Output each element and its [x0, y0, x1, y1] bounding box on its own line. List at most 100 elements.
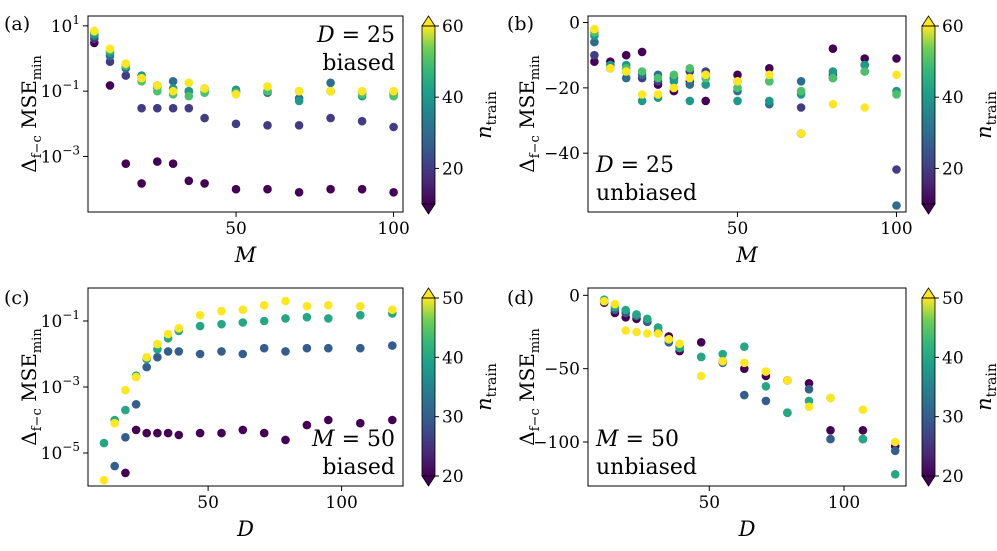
colorbar-tick-label: 30: [442, 408, 464, 428]
colorbar-tick-label: 50: [942, 289, 964, 309]
x-axis-label: D: [738, 517, 756, 541]
axes-frame: [587, 15, 907, 213]
data-point: [590, 24, 599, 34]
data-point: [590, 37, 599, 47]
data-point: [761, 382, 771, 391]
data-point: [740, 364, 749, 374]
data-point: [892, 165, 901, 174]
data-point: [105, 81, 115, 90]
data-point: [200, 84, 209, 93]
colorbar-bottom-arrow: [921, 203, 936, 215]
data-point: [324, 314, 333, 323]
y-tick-label: 0: [569, 14, 580, 34]
colorbar-top-arrow: [921, 287, 936, 299]
x-tick-label: 100: [377, 219, 409, 239]
data-point: [357, 116, 367, 126]
annotation: D = 25 unbiased: [595, 153, 697, 206]
data-point: [610, 299, 620, 309]
x-tick-label: 100: [828, 493, 860, 513]
x-axis-label: M: [735, 243, 758, 267]
y-tick-label: 10−1: [41, 308, 80, 332]
data-point: [137, 179, 146, 188]
x-axis-label: D: [236, 517, 254, 541]
data-point: [259, 301, 269, 310]
data-point: [637, 90, 647, 99]
data-point: [828, 67, 838, 76]
data-point: [294, 188, 304, 197]
data-point: [153, 157, 162, 166]
y-axis-label: Δf−c MSEmin: [17, 55, 45, 173]
y-tick-label: 10−3: [41, 144, 80, 168]
data-point: [259, 343, 269, 353]
colorbar-tick-label: 40: [942, 88, 964, 108]
data-point: [858, 405, 868, 415]
data-point: [231, 184, 241, 194]
data-point: [121, 433, 130, 442]
data-point: [696, 352, 706, 362]
data-point: [168, 77, 178, 86]
data-point: [326, 184, 335, 194]
x-axis-label: M: [234, 243, 257, 267]
data-point: [356, 418, 365, 428]
data-point: [217, 347, 226, 356]
colorbar-top-arrow: [921, 15, 936, 27]
data-point: [696, 338, 706, 347]
data-point: [590, 57, 599, 66]
panel-b: 50 100 0 −20 −40 (b) M Δf−c MSEmin D = 25 unbiase…: [507, 13, 997, 267]
data-point: [357, 184, 367, 194]
data-point: [890, 470, 900, 479]
data-point: [632, 327, 641, 337]
data-point: [740, 358, 749, 368]
colorbar-frame: [421, 25, 436, 205]
data-point: [137, 103, 146, 113]
colorbar: 20 30 40 50 ntrain: [421, 287, 500, 487]
data-point: [761, 367, 771, 376]
data-point: [828, 99, 838, 109]
data-point: [599, 296, 609, 306]
y-tick-label: 0: [569, 286, 580, 306]
colorbar-frame: [921, 25, 936, 205]
colorbar-top-arrow: [421, 15, 436, 27]
data-point: [890, 446, 900, 456]
data-point: [804, 384, 814, 394]
data-point: [718, 349, 727, 359]
data-point: [137, 73, 146, 83]
data-point: [238, 349, 248, 359]
data-point: [217, 319, 226, 329]
colorbar-tick-label: 40: [442, 88, 464, 108]
data-point: [90, 26, 99, 36]
data-point: [696, 371, 706, 381]
y-tick-label: 10−1: [41, 78, 80, 102]
data-point: [200, 179, 209, 188]
data-point: [890, 437, 900, 447]
data-point: [828, 44, 838, 53]
data-point: [637, 47, 647, 57]
data-point: [105, 44, 115, 53]
data-point: [121, 385, 130, 395]
colorbar-label: ntrain: [972, 363, 997, 411]
data-point: [621, 305, 630, 315]
data-point: [153, 81, 162, 90]
colorbar-label: ntrain: [472, 363, 500, 411]
y-tick-label: −20: [544, 79, 580, 99]
data-point: [153, 428, 162, 438]
data-point: [326, 86, 335, 96]
data-point: [590, 50, 599, 60]
y-tick-label: 10−5: [41, 440, 80, 464]
x-tick-label: 50: [197, 493, 219, 513]
data-point: [858, 426, 868, 435]
colorbar-gradient: [422, 298, 435, 476]
data-point: [168, 103, 178, 113]
annotation-line1: M = 50: [311, 427, 395, 452]
data-point: [302, 343, 312, 353]
colorbar-tick-label: 30: [942, 408, 964, 428]
x-tick-label: 100: [325, 493, 357, 513]
data-point: [357, 86, 367, 96]
x-tick-label: 50: [225, 219, 247, 239]
data-point: [685, 73, 695, 83]
data-point: [733, 96, 742, 106]
x-tick-label: 100: [880, 219, 912, 239]
data-point: [765, 64, 774, 73]
data-point: [858, 434, 868, 444]
colorbar-tick-label: 50: [442, 289, 464, 309]
